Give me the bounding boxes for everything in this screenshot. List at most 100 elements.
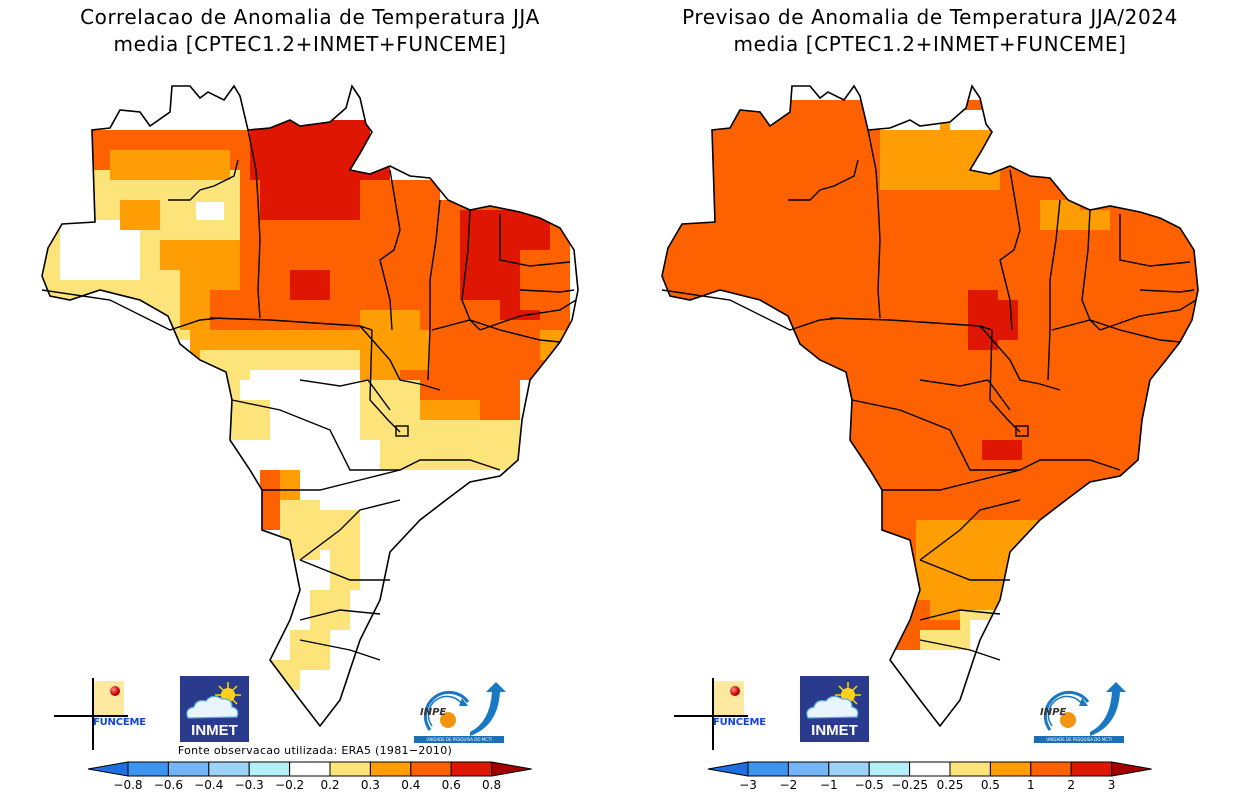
colorbar-tick-label: −0.3 bbox=[235, 778, 264, 792]
map-cell bbox=[1070, 520, 1120, 560]
inpe-swirl-icon: INPE bbox=[420, 682, 506, 736]
colorbar-segment bbox=[787, 761, 830, 777]
state-border bbox=[919, 379, 1011, 411]
state-border bbox=[1099, 299, 1197, 331]
state-border bbox=[499, 214, 571, 267]
inmet-cloud-sun-icon bbox=[806, 682, 861, 719]
colorbar-segment bbox=[909, 761, 951, 777]
state-border bbox=[919, 559, 1010, 581]
colorbar-tick-label: −1 bbox=[820, 778, 838, 792]
state-border bbox=[299, 609, 381, 621]
colorbar-segment bbox=[167, 761, 210, 777]
colorbar-tick-label: −2 bbox=[780, 778, 798, 792]
brazil-map-forecast bbox=[661, 84, 1199, 728]
map-cell bbox=[150, 150, 230, 180]
map-cell bbox=[196, 202, 224, 220]
map-cell bbox=[520, 250, 570, 310]
map-cell bbox=[982, 440, 1022, 460]
state-border bbox=[999, 169, 1021, 331]
state-border bbox=[299, 639, 381, 661]
title-line-2: media [CPTEC1.2+INMET+FUNCEME] bbox=[113, 32, 507, 56]
funceme-logo: FUNCEME bbox=[672, 678, 772, 750]
colorbar-segment bbox=[410, 761, 452, 777]
title-line-2: media [CPTEC1.2+INMET+FUNCEME] bbox=[733, 32, 1127, 56]
colorbar-arrow-high bbox=[1111, 761, 1152, 777]
colorbar-tick-label: 0.2 bbox=[320, 778, 339, 792]
colorbar-segment bbox=[127, 761, 169, 777]
inpe-logo-text: INPE bbox=[1040, 707, 1066, 718]
inpe-swirl-icon: INPE bbox=[1040, 682, 1126, 736]
colorbar-segment bbox=[949, 761, 991, 777]
colorbar-correlation: −0.8 −0.6 −0.4 −0.3 −0.2 0.2 0.3 0.4 0.6 0.8 bbox=[87, 761, 532, 792]
colorbar-tick-label: 1 bbox=[1027, 778, 1035, 792]
colorbar-tick-label: 0.8 bbox=[482, 778, 501, 792]
title-line-1: Previsao de Anomalia de Temperatura JJA/… bbox=[682, 5, 1178, 29]
inmet-logo: INMET bbox=[180, 676, 249, 742]
title-line-1: Correlacao de Anomalia de Temperatura JJ… bbox=[80, 5, 540, 29]
colorbar-arrow-low bbox=[87, 761, 129, 777]
panel-title: Correlacao de Anomalia de Temperatura JJ… bbox=[0, 4, 620, 58]
state-border bbox=[299, 559, 390, 581]
panel-title: Previsao de Anomalia de Temperatura JJA/… bbox=[620, 4, 1240, 58]
state-border bbox=[867, 129, 881, 319]
inpe-logo: INPE UNIDADE DE PESQUISA DO MCTI bbox=[410, 680, 510, 746]
colorbar-segment bbox=[208, 761, 250, 777]
map-cell bbox=[330, 550, 360, 590]
map-cell bbox=[120, 200, 160, 230]
state-border bbox=[427, 199, 441, 381]
colorbar-tick-label: 2 bbox=[1067, 778, 1075, 792]
colorbar-tick-label: 3 bbox=[1108, 778, 1116, 792]
state-border bbox=[479, 299, 577, 331]
colorbar-segment bbox=[289, 761, 331, 777]
state-border bbox=[247, 129, 261, 319]
colorbar-tick-label: 0.25 bbox=[937, 778, 964, 792]
map-cell bbox=[678, 316, 688, 326]
map-cell bbox=[890, 650, 1010, 726]
state-border bbox=[431, 319, 561, 343]
colorbar-tick-label: −0.6 bbox=[154, 778, 183, 792]
state-border bbox=[882, 469, 1021, 491]
correlation-panel: Correlacao de Anomalia de Temperatura JJ… bbox=[0, 4, 620, 792]
funceme-logo: FUNCEME bbox=[52, 678, 152, 750]
state-border bbox=[299, 499, 401, 561]
colorbar-segment bbox=[828, 761, 870, 777]
colorbar-tick-label: 0.5 bbox=[981, 778, 1000, 792]
colorbar-segment bbox=[450, 761, 493, 777]
inmet-logo-text: INMET bbox=[811, 722, 858, 739]
state-border bbox=[299, 379, 391, 411]
state-border bbox=[989, 329, 1021, 433]
colorbar-tick-label: −0.8 bbox=[113, 778, 142, 792]
colorbar-tick-label: 0.3 bbox=[361, 778, 380, 792]
colorbar-tick-label: −0.4 bbox=[194, 778, 223, 792]
inpe-logo-text: INPE bbox=[420, 707, 446, 718]
colorbar-tick-label: −0.5 bbox=[855, 778, 884, 792]
country-outline bbox=[41, 84, 579, 728]
inmet-logo: INMET bbox=[800, 676, 869, 742]
state-border bbox=[1051, 319, 1181, 343]
map-cell bbox=[380, 420, 520, 470]
colorbar-arrow-high bbox=[491, 761, 532, 777]
state-border bbox=[661, 289, 841, 331]
state-border bbox=[231, 399, 501, 471]
map-cell bbox=[1080, 210, 1110, 230]
colorbar-tick-label: 0.4 bbox=[401, 778, 420, 792]
map-cell bbox=[150, 170, 240, 240]
colorbar-segment bbox=[329, 761, 371, 777]
map-cell bbox=[662, 100, 1198, 720]
state-border bbox=[209, 317, 373, 331]
state-border bbox=[369, 329, 401, 433]
state-border bbox=[919, 639, 1001, 661]
colorbar-tick-label: −3 bbox=[739, 778, 757, 792]
map-cell bbox=[260, 470, 280, 530]
colorbar-segment bbox=[868, 761, 911, 777]
state-border bbox=[919, 609, 1001, 621]
funceme-logo-text: FUNCEME bbox=[713, 717, 766, 728]
colorbar-tick-label: 0.6 bbox=[442, 778, 461, 792]
colorbar-arrow-low bbox=[707, 761, 749, 777]
map-cell bbox=[540, 330, 570, 360]
state-border bbox=[979, 325, 1061, 391]
forecast-panel: Previsao de Anomalia de Temperatura JJA/… bbox=[620, 0, 1240, 802]
inpe-band-text: UNIDADE DE PESQUISA DO MCTI bbox=[1034, 736, 1124, 743]
state-border bbox=[788, 159, 859, 201]
state-border bbox=[168, 159, 239, 201]
